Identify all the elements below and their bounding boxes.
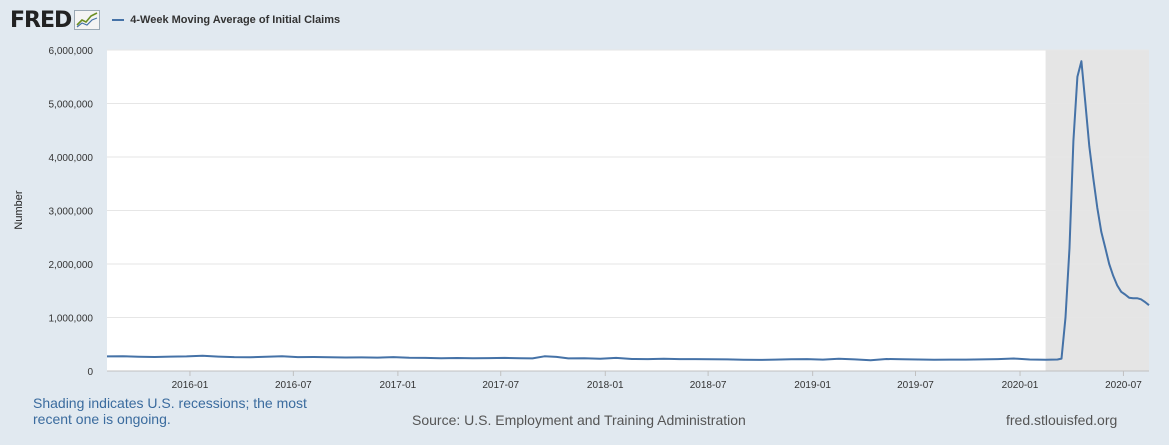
fred-logo-text: FRED xyxy=(10,7,72,33)
y-tick-label: 3,000,000 xyxy=(49,207,94,218)
fred-url-link[interactable]: fred.stlouisfed.org xyxy=(1006,412,1118,428)
x-tick-label: 2017-07 xyxy=(482,380,519,391)
x-tick-label: 2018-01 xyxy=(587,380,624,391)
data-source: Source: U.S. Employment and Training Adm… xyxy=(412,412,746,428)
recession-note: Shading indicates U.S. recessions; the m… xyxy=(33,395,307,427)
y-tick-label: 6,000,000 xyxy=(49,46,94,57)
x-tick-label: 2018-07 xyxy=(690,380,727,391)
chart-header: FRED 4-Week Moving Average of Initial Cl… xyxy=(10,6,340,34)
y-axis-label: Number xyxy=(13,190,25,229)
x-tick-label: 2020-07 xyxy=(1105,380,1142,391)
y-tick-label: 2,000,000 xyxy=(49,260,94,271)
fred-logo[interactable]: FRED xyxy=(10,7,101,33)
x-tick-label: 2017-01 xyxy=(380,380,417,391)
x-tick-label: 2019-07 xyxy=(897,380,934,391)
legend-series-label: 4-Week Moving Average of Initial Claims xyxy=(130,14,341,26)
x-tick-label: 2020-01 xyxy=(1002,380,1039,391)
series-line[interactable] xyxy=(106,60,1150,362)
chart-legend[interactable]: 4-Week Moving Average of Initial Claims xyxy=(112,14,340,26)
y-tick-label: 4,000,000 xyxy=(49,153,94,164)
line-graph-icon xyxy=(74,10,101,30)
legend-series-swatch xyxy=(112,19,125,21)
x-tick-label: 2016-07 xyxy=(275,380,312,391)
y-tick-label: 5,000,000 xyxy=(49,100,94,111)
x-tick-label: 2016-01 xyxy=(172,380,209,391)
y-tick-label: 1,000,000 xyxy=(49,314,94,325)
y-tick-label: 0 xyxy=(87,367,93,378)
x-tick-label: 2019-01 xyxy=(794,380,831,391)
